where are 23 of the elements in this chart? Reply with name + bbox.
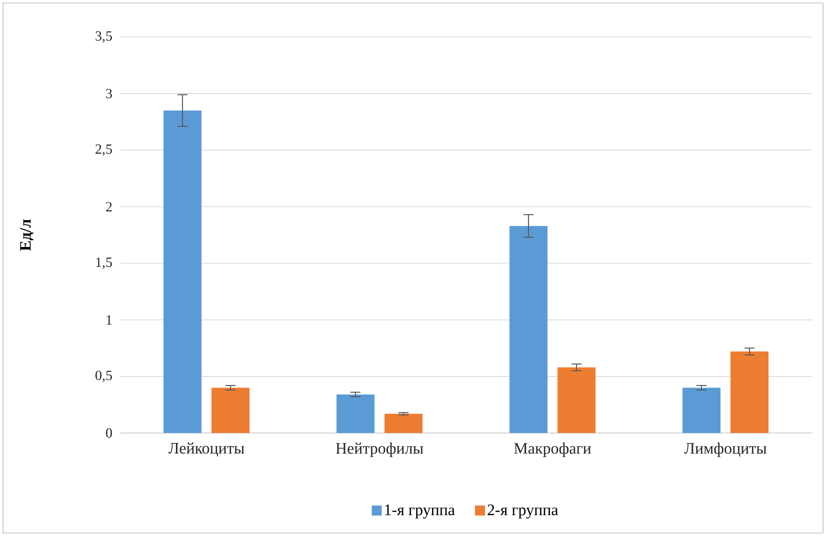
x-tick-label: Лейкоциты bbox=[168, 442, 244, 457]
y-tick-label: 0 bbox=[106, 428, 112, 438]
y-tick-label: 3 bbox=[106, 88, 112, 98]
y-tick-label: 2 bbox=[106, 202, 112, 212]
bar bbox=[212, 388, 250, 433]
bar bbox=[558, 367, 596, 433]
y-tick-label: 3,5 bbox=[96, 31, 112, 43]
y-tick-label: 1 bbox=[106, 315, 112, 324]
bar bbox=[336, 394, 374, 433]
x-tick-label: Нейтрофилы bbox=[336, 442, 424, 458]
x-tick-label: Лимфоциты bbox=[684, 442, 767, 458]
x-tick-label: Макрофаги bbox=[514, 442, 591, 458]
y-tick-label: 0,5 bbox=[96, 370, 112, 382]
legend-label: 1-я группа bbox=[385, 504, 455, 519]
bar bbox=[384, 414, 422, 433]
legend-label: 2-я группа bbox=[488, 504, 558, 519]
bar bbox=[510, 226, 548, 433]
bar bbox=[730, 352, 769, 433]
bar bbox=[164, 110, 202, 433]
y-tick-label: 2,5 bbox=[96, 144, 112, 156]
y-tick-label: 1,5 bbox=[96, 258, 112, 269]
bar bbox=[682, 388, 721, 433]
y-axis-title: Ед/л bbox=[20, 219, 34, 251]
